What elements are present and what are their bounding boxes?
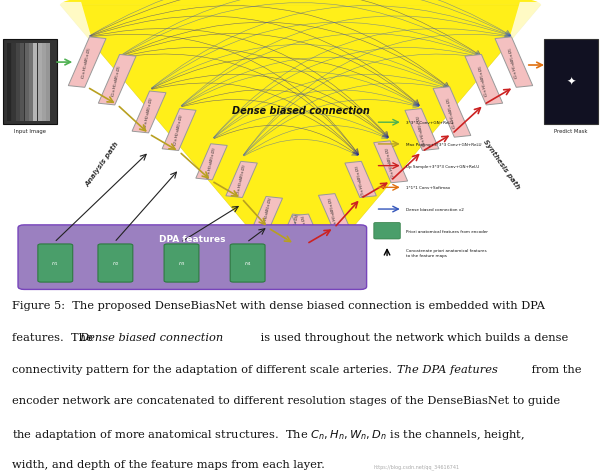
Text: 3*3*3 Conv+GN+ReLU: 3*3*3 Conv+GN+ReLU — [406, 121, 453, 125]
Bar — [226, 162, 257, 198]
Text: $r_{f4}$: $r_{f4}$ — [243, 259, 252, 268]
Text: $C_1{\times}H_1{\times}W_1{\times}D_1$: $C_1{\times}H_1{\times}W_1{\times}D_1$ — [110, 64, 124, 98]
Text: Concatenate priori anatomical features
to the feature maps: Concatenate priori anatomical features t… — [406, 248, 486, 257]
Bar — [42, 44, 46, 121]
Bar — [319, 194, 350, 230]
Text: $C_4{\times}H_4{\times}W_4{\times}D_4$: $C_4{\times}H_4{\times}W_4{\times}D_4$ — [261, 195, 275, 229]
Bar — [69, 38, 106, 88]
Bar — [374, 141, 407, 183]
Bar — [99, 55, 136, 106]
Text: $C_2{\times}H_2{\times}W_2{\times}D_2$: $C_2{\times}H_2{\times}W_2{\times}D_2$ — [383, 146, 398, 179]
Polygon shape — [60, 0, 541, 6]
Text: DPA features: DPA features — [159, 234, 225, 243]
Bar — [433, 88, 471, 138]
Text: Priori anatomical features from encoder: Priori anatomical features from encoder — [406, 229, 487, 233]
Bar — [46, 44, 50, 121]
Text: Analysis path: Analysis path — [84, 140, 120, 188]
FancyBboxPatch shape — [3, 40, 57, 124]
FancyBboxPatch shape — [18, 226, 367, 290]
Text: width, and depth of the feature maps from each layer.: width, and depth of the feature maps fro… — [12, 459, 325, 469]
Text: $C_2{\times}H_2{\times}W_2{\times}D_2$: $C_2{\times}H_2{\times}W_2{\times}D_2$ — [172, 113, 186, 147]
Bar — [345, 162, 376, 198]
Bar — [37, 44, 41, 121]
Text: Dense biased connection: Dense biased connection — [231, 106, 370, 116]
Text: The DPA features: The DPA features — [397, 364, 498, 374]
Text: the adaptation of more anatomical structures.  The $C_n, H_n, W_n, D_n$ is the c: the adaptation of more anatomical struct… — [12, 427, 525, 441]
Text: $C_3{\times}H_3{\times}W_3{\times}D_3$: $C_3{\times}H_3{\times}W_3{\times}D_3$ — [204, 146, 219, 179]
Bar — [495, 38, 532, 88]
Bar — [25, 44, 29, 121]
FancyBboxPatch shape — [230, 245, 265, 282]
Text: https://blog.csdn.net/qq_34616741: https://blog.csdn.net/qq_34616741 — [373, 464, 460, 469]
Text: ✦: ✦ — [566, 77, 576, 87]
Bar — [196, 144, 227, 180]
Polygon shape — [60, 6, 541, 240]
Text: $C_2{\times}H_2{\times}W_2{\times}D_2$: $C_2{\times}H_2{\times}W_2{\times}D_2$ — [415, 113, 429, 147]
Text: $C_3{\times}H_3{\times}W_3{\times}D_3$: $C_3{\times}H_3{\times}W_3{\times}D_3$ — [327, 195, 341, 229]
Bar — [280, 215, 309, 245]
Bar — [162, 109, 196, 151]
Text: $C_2{\times}H_2{\times}W_2{\times}D_2$: $C_2{\times}H_2{\times}W_2{\times}D_2$ — [142, 96, 156, 129]
Text: $r_{f1}$: $r_{f1}$ — [52, 259, 59, 268]
Text: Synthesis path: Synthesis path — [483, 138, 521, 190]
Bar — [254, 197, 282, 228]
Bar — [29, 44, 33, 121]
FancyBboxPatch shape — [38, 245, 73, 282]
Text: encoder network are concatenated to different resolution stages of the DenseBias: encoder network are concatenated to diff… — [12, 396, 560, 406]
Text: Predict Mask: Predict Mask — [554, 129, 588, 134]
Bar — [20, 44, 25, 121]
Polygon shape — [36, 3, 156, 264]
Text: from the: from the — [528, 364, 581, 374]
Text: $C_4{\times}H_4{\times}W_4{\times}D_4$: $C_4{\times}H_4{\times}W_4{\times}D_4$ — [299, 213, 314, 247]
Text: 1*1*1 Conv+Softmax: 1*1*1 Conv+Softmax — [406, 186, 450, 190]
Bar — [16, 44, 20, 121]
Text: $C_1{\times}H_1{\times}W_1{\times}D_1$: $C_1{\times}H_1{\times}W_1{\times}D_1$ — [80, 46, 94, 80]
Text: $r_{f2}$: $r_{f2}$ — [112, 259, 119, 268]
Text: is used throughout the network which builds a dense: is used throughout the network which bui… — [257, 332, 568, 342]
Text: $C_1{\times}H_1{\times}W_1{\times}D_1$: $C_1{\times}H_1{\times}W_1{\times}D_1$ — [445, 96, 459, 129]
Text: Dense biased connection v2: Dense biased connection v2 — [406, 208, 463, 212]
Text: $C_1{\times}H_1{\times}W_1{\times}D_1$: $C_1{\times}H_1{\times}W_1{\times}D_1$ — [477, 64, 491, 98]
Text: $C_4{\times}H_4{\times}W_4{\times}D_4$: $C_4{\times}H_4{\times}W_4{\times}D_4$ — [287, 213, 302, 247]
Text: Max Pooling+3*3*3 Conv+GN+ReLU: Max Pooling+3*3*3 Conv+GN+ReLU — [406, 143, 481, 147]
Polygon shape — [445, 3, 565, 264]
Bar — [11, 44, 16, 121]
FancyBboxPatch shape — [164, 245, 199, 282]
Bar — [405, 109, 439, 151]
Text: Figure 5:  The proposed DenseBiasNet with dense biased connection is embedded wi: Figure 5: The proposed DenseBiasNet with… — [12, 300, 545, 310]
Bar — [132, 92, 166, 134]
Text: $C_1{\times}H_1{\times}W_1{\times}D_1$: $C_1{\times}H_1{\times}W_1{\times}D_1$ — [507, 46, 521, 80]
Text: $C_3{\times}H_3{\times}W_3{\times}D_3$: $C_3{\times}H_3{\times}W_3{\times}D_3$ — [234, 163, 249, 197]
Text: Up Sample+3*3*3 Conv+GN+ReLU: Up Sample+3*3*3 Conv+GN+ReLU — [406, 164, 479, 169]
Bar — [33, 44, 37, 121]
Text: connectivity pattern for the adaptation of different scale arteries.: connectivity pattern for the adaptation … — [12, 364, 400, 374]
Bar — [292, 215, 321, 245]
FancyBboxPatch shape — [98, 245, 133, 282]
Text: Dense biased connection: Dense biased connection — [79, 332, 224, 342]
Bar — [7, 44, 11, 121]
Text: $r_{f3}$: $r_{f3}$ — [178, 259, 185, 268]
Text: Input Image: Input Image — [14, 129, 46, 134]
FancyBboxPatch shape — [374, 223, 400, 239]
Text: $C_3{\times}H_3{\times}W_3{\times}D_3$: $C_3{\times}H_3{\times}W_3{\times}D_3$ — [353, 163, 368, 197]
FancyBboxPatch shape — [544, 40, 598, 124]
Bar — [465, 55, 502, 106]
Text: features.  The: features. The — [12, 332, 96, 342]
